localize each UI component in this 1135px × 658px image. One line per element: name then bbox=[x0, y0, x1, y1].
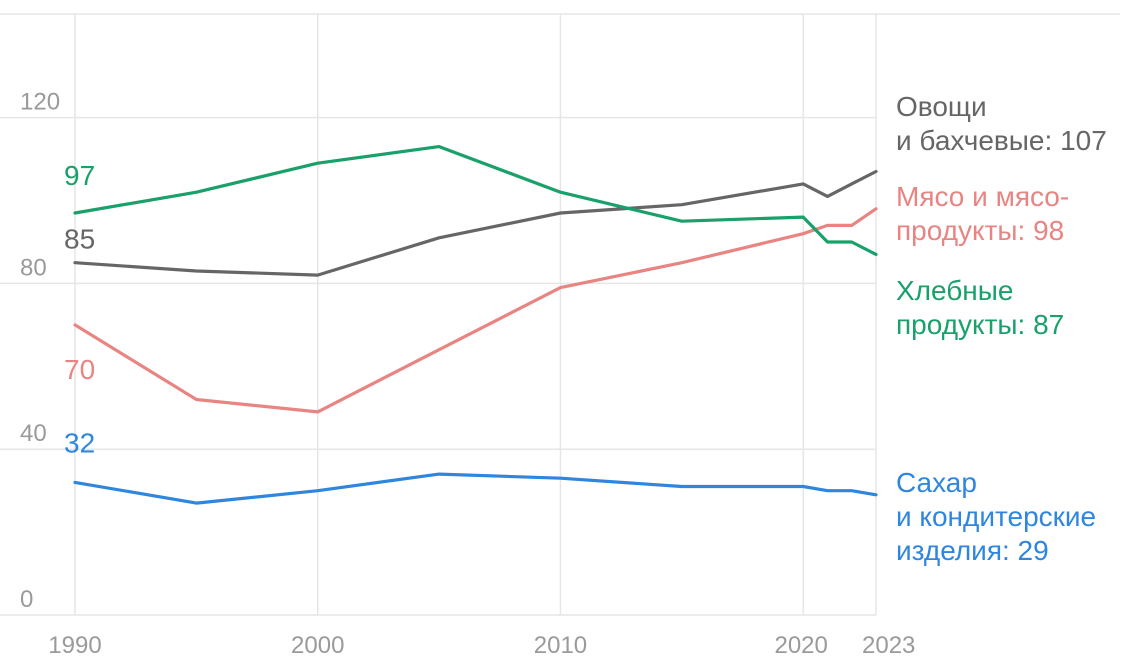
series-line-bread bbox=[73, 145, 878, 256]
series-layer bbox=[73, 145, 878, 505]
x-tick-label: 2000 bbox=[291, 632, 344, 658]
series-line-veg bbox=[73, 169, 878, 277]
end-label-bread: Хлебные продукты: 87 bbox=[896, 275, 1064, 340]
y-tick-label: 0 bbox=[20, 586, 33, 613]
end-label-line: Хлебные bbox=[896, 275, 1013, 306]
end-label-meat: Мясо и мясо-продукты: 98 bbox=[896, 181, 1069, 246]
x-tick-label: 2023 bbox=[862, 632, 915, 658]
end-label-line: Мясо и мясо- bbox=[896, 181, 1069, 212]
end-label-line: продукты: 98 bbox=[896, 215, 1064, 246]
x-tick-label: 2020 bbox=[774, 632, 827, 658]
end-label-line: и кондитерские bbox=[896, 501, 1096, 532]
series-line-meat bbox=[73, 207, 878, 414]
y-tick-label: 40 bbox=[20, 420, 47, 447]
end-label-line: Овощи bbox=[896, 91, 987, 122]
start-label-veg: 85 bbox=[64, 224, 95, 255]
end-label-line: изделия: 29 bbox=[896, 535, 1049, 566]
grid-layer bbox=[0, 13, 1120, 616]
end-label-line: Сахар bbox=[896, 467, 977, 498]
end-label-sugar: Сахар и кондитерские изделия: 29 bbox=[896, 467, 1096, 566]
end-label-line: и бахчевые: 107 bbox=[896, 125, 1107, 156]
y-tick-label: 80 bbox=[20, 254, 47, 281]
x-tick-label: 1990 bbox=[48, 632, 101, 658]
series-line-sugar bbox=[73, 472, 878, 505]
start-label-meat: 70 bbox=[64, 354, 95, 385]
end-label-line: продукты: 87 bbox=[896, 309, 1064, 340]
start-label-sugar: 32 bbox=[64, 427, 95, 458]
start-label-bread: 97 bbox=[64, 160, 95, 191]
label-layer: 85 70 97 32 Овощи и бахчевые: 107 Мясо и мясо-… bbox=[64, 91, 1107, 566]
x-tick-label: 2010 bbox=[534, 632, 587, 658]
y-tick-label: 120 bbox=[20, 89, 60, 116]
axis-layer: 0 40 80 120 1990 2000 2010 2020 2023 bbox=[20, 89, 915, 658]
end-label-veg: Овощи и бахчевые: 107 bbox=[896, 91, 1107, 156]
